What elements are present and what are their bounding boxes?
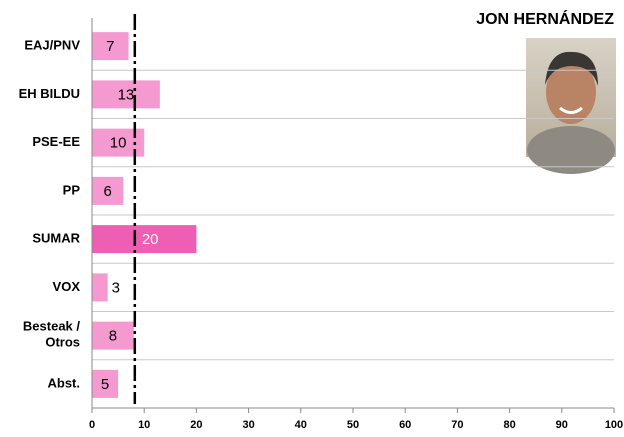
data-label: 6: [103, 183, 111, 200]
bar: [92, 321, 134, 350]
y-tick-label: EH BILDU: [19, 86, 80, 101]
bar: [92, 80, 160, 109]
x-tick-label: 90: [556, 419, 568, 431]
x-tick-label: 50: [347, 419, 359, 431]
data-label: 13: [118, 86, 135, 103]
x-tick-label: 0: [89, 419, 95, 431]
y-tick-label: VOX: [53, 279, 81, 294]
y-tick-label: PSE-EE: [32, 134, 80, 149]
bar: [92, 225, 197, 254]
bar: [92, 32, 129, 61]
y-tick-label: Besteak / Otros: [23, 319, 80, 350]
portrait: [526, 38, 616, 174]
data-label: 8: [109, 328, 117, 345]
y-tick-label: SUMAR: [32, 231, 80, 246]
x-tick-label: 60: [399, 419, 411, 431]
x-tick-label: 20: [190, 419, 202, 431]
x-tick-label: 100: [605, 419, 623, 431]
y-tick-label: EAJ/PNV: [24, 38, 80, 53]
x-tick-label: 70: [451, 419, 463, 431]
data-label: 10: [110, 135, 127, 152]
bar: [92, 273, 108, 302]
chart-title: JON HERNÁNDEZ: [476, 9, 614, 28]
bar: [92, 369, 119, 398]
data-label: 7: [106, 38, 114, 55]
x-tick-label: 30: [242, 419, 254, 431]
x-tick-label: 40: [295, 419, 307, 431]
x-tick-label: 10: [138, 419, 150, 431]
y-tick-label: Abst.: [48, 375, 81, 390]
y-tick-label: PP: [63, 182, 81, 197]
data-label: 3: [112, 279, 120, 296]
x-tick-label: 80: [503, 419, 515, 431]
data-label: 5: [101, 376, 109, 393]
data-label: 20: [142, 231, 159, 248]
bar: [92, 176, 124, 205]
